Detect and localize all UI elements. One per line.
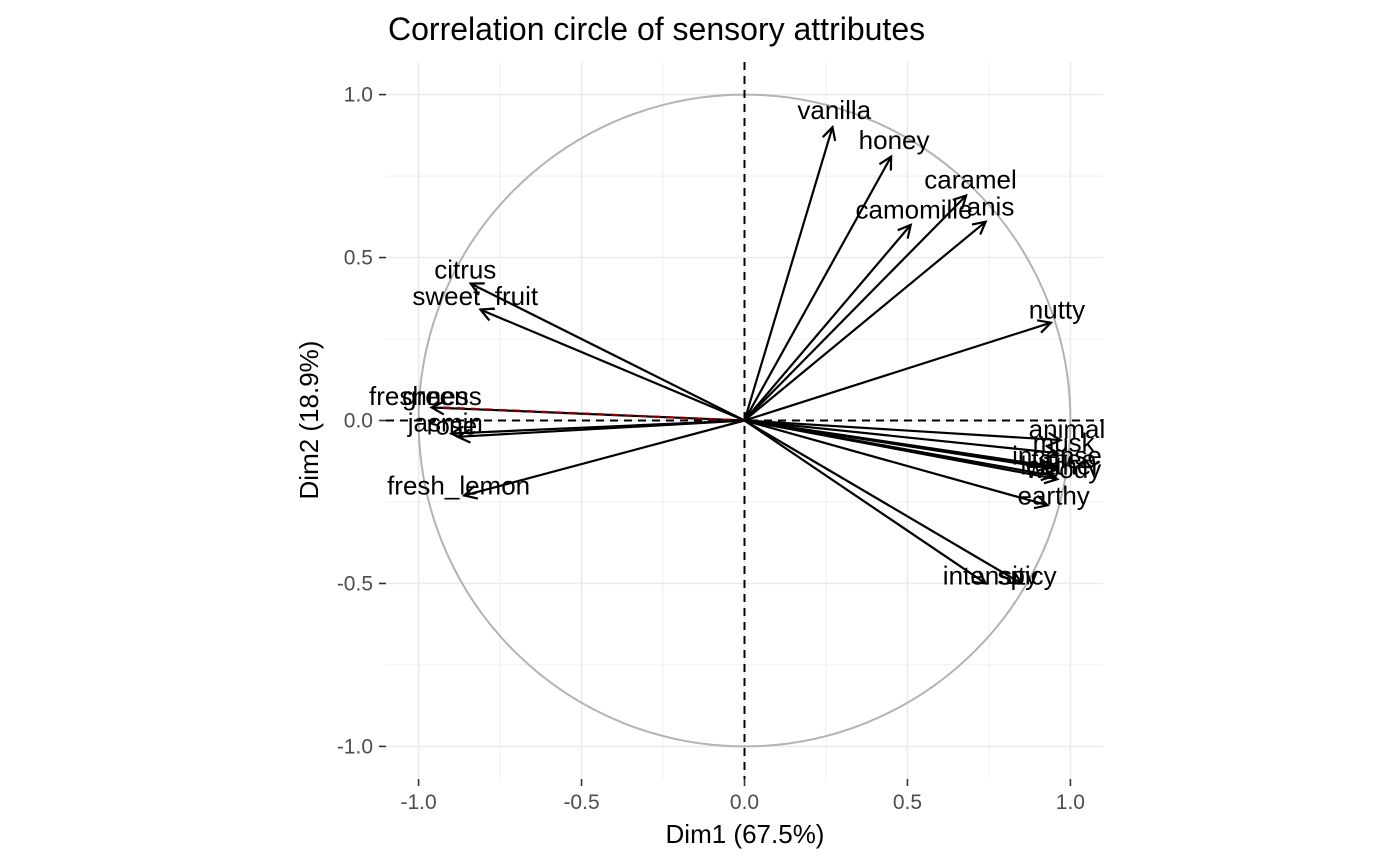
variable-label-earthy: earthy — [1018, 481, 1090, 511]
arrow-line — [441, 406, 745, 422]
arrow-head — [1007, 570, 1024, 585]
variable-arrow-woody — [744, 419, 1060, 485]
variable-arrow-earthy — [744, 419, 1050, 510]
variable-label-musk: musk — [1033, 427, 1096, 457]
variable-label-honey: honey — [859, 125, 930, 155]
variable-arrow-caramel — [743, 193, 968, 422]
variable-arrow-anis — [743, 220, 988, 422]
variable-label-incense: incense — [1012, 441, 1102, 471]
variable-label-nutty: nutty — [1029, 294, 1085, 324]
arrow-line — [743, 224, 912, 422]
arrow-line — [743, 126, 834, 421]
variable-label-rose: rose — [427, 411, 478, 441]
variable-arrow-citrus — [468, 282, 745, 422]
chart-title: Correlation circle of sensory attributes — [388, 11, 925, 47]
x-tick-label: 0.0 — [730, 791, 759, 814]
arrow-head — [821, 124, 837, 142]
variable-arrow-nutty — [744, 319, 1054, 422]
variable-label-sweet_fruit: sweet_fruit — [412, 281, 538, 311]
arrow-line — [743, 419, 1023, 585]
arrow-line — [744, 419, 1058, 455]
variable-arrow-sweet_fruit — [478, 307, 745, 422]
variable-arrows — [429, 124, 1063, 585]
y-axis-ticks: -1.0 -0.5 0.0 0.5 1.0 — [337, 84, 386, 758]
arrow-head — [878, 154, 893, 171]
arrow-line — [744, 419, 1048, 507]
arrow-head — [897, 223, 913, 239]
arrow-line — [743, 419, 987, 585]
variable-label-fresh_lemon: fresh_lemon — [387, 471, 530, 501]
arrow-line — [470, 282, 745, 422]
y-tick-label: -1.0 — [337, 735, 373, 758]
variable-arrow-musk — [744, 419, 1060, 460]
variable-label-woody: woody — [1025, 454, 1101, 484]
variable-arrow-camomille — [743, 223, 913, 422]
variable-label-citrus: citrus — [434, 254, 496, 284]
variable-label-intensity: intensity — [943, 560, 1038, 590]
arrow-line — [743, 155, 893, 422]
y-tick-label: 0.0 — [344, 410, 373, 433]
arrow-line — [744, 419, 1061, 442]
arrow-line — [743, 194, 967, 422]
variable-arrow-intensity — [743, 419, 988, 585]
variable-label-green: green — [402, 381, 469, 411]
arrow-head — [455, 428, 471, 444]
y-tick-label: 0.5 — [344, 247, 373, 270]
variable-arrow-vanilla — [743, 124, 837, 421]
arrow-line — [457, 419, 745, 438]
variable-label-freshness: freshness — [369, 381, 482, 411]
arrow-head — [461, 485, 479, 500]
variable-arrow-spicy — [743, 419, 1024, 585]
arrow-line — [480, 308, 745, 422]
arrow-head — [971, 220, 988, 236]
arrow-head — [1037, 456, 1054, 472]
arrow-line — [744, 321, 1052, 422]
variable-label-animal: animal — [1029, 414, 1106, 444]
variable-label-vanilla: vanilla — [797, 95, 871, 125]
variable-label-anis: anis — [967, 191, 1015, 221]
x-axis-title: Dim1 (67.5%) — [666, 819, 825, 849]
variable-arrow-animal — [744, 419, 1063, 447]
arrow-line — [744, 419, 1058, 471]
arrow-head — [478, 307, 495, 322]
variable-arrow-fresh_lemon — [461, 419, 745, 500]
arrow-head — [971, 570, 988, 585]
variable-arrow-green — [441, 406, 745, 422]
arrow-head — [952, 193, 968, 210]
x-tick-label: -0.5 — [563, 791, 599, 814]
arrow-line — [463, 419, 745, 497]
variable-label-spicy: spicy — [997, 560, 1056, 590]
variable-label-camomille: camomille — [856, 195, 973, 225]
variable-label-jasmin: jasmin — [407, 407, 483, 437]
arrow-line — [743, 220, 987, 422]
variable-arrow-rose — [455, 419, 745, 444]
reference-lines — [386, 62, 1103, 779]
y-tick-label: 1.0 — [344, 84, 373, 107]
arrow-head — [1043, 444, 1060, 460]
arrow-head — [1033, 494, 1050, 510]
arrow-line — [744, 419, 1058, 481]
arrow-head — [1043, 469, 1060, 485]
y-tick-label: -0.5 — [337, 572, 373, 595]
arrow-head — [1047, 431, 1063, 447]
arrow-head — [468, 282, 485, 296]
x-axis-ticks: -1.0 -0.5 0.0 0.5 1.0 — [400, 779, 1085, 814]
variable-label-leather: leather — [1021, 451, 1101, 481]
x-tick-label: 0.5 — [893, 791, 922, 814]
x-tick-label: -1.0 — [400, 791, 436, 814]
variable-label-caramel: caramel — [924, 165, 1016, 195]
arrow-head — [1036, 319, 1054, 334]
x-tick-label: 1.0 — [1056, 791, 1085, 814]
arrow-head — [429, 400, 445, 416]
variable-label-toffee: toffee — [1031, 444, 1096, 474]
variable-arrow-honey — [743, 154, 893, 422]
y-axis-title: Dim2 (18.9%) — [294, 341, 324, 500]
